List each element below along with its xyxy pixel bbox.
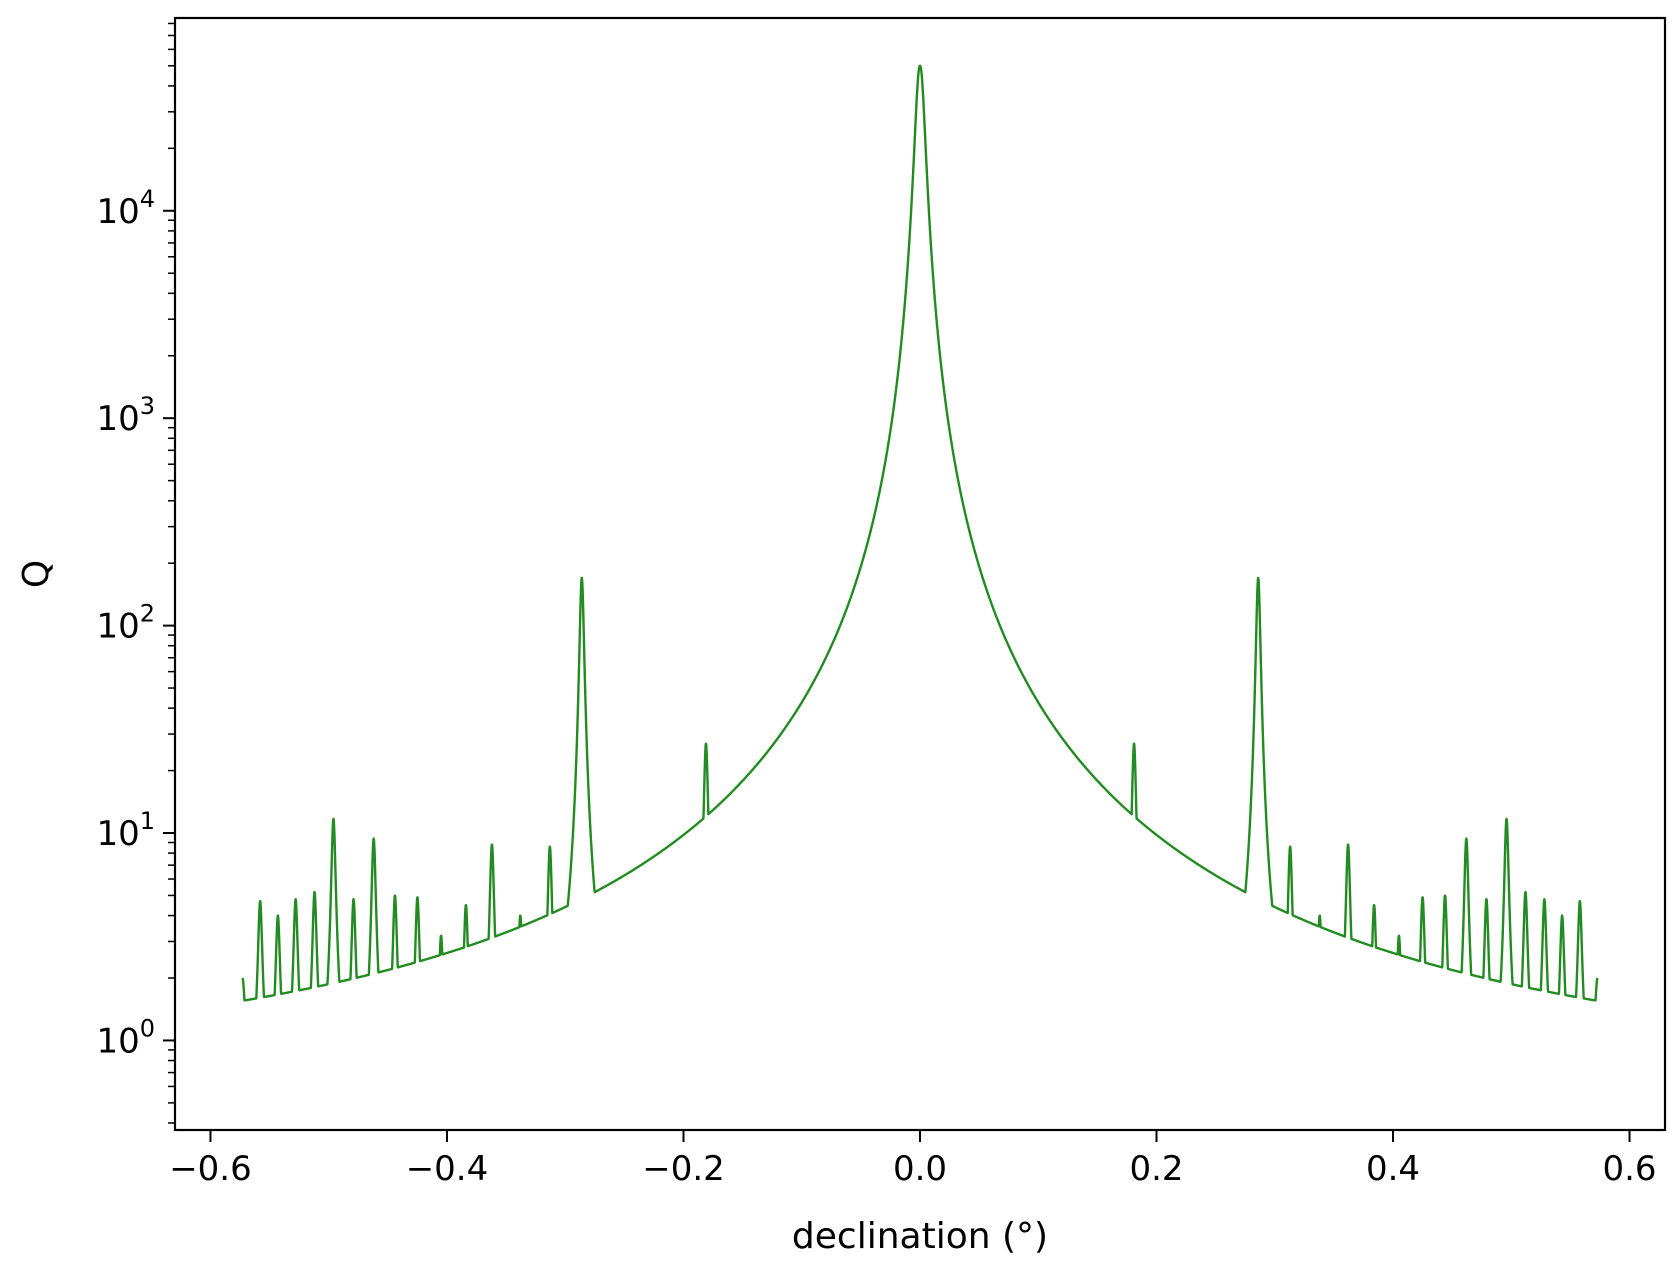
y-axis: 100 101 102 103 104 (96, 22, 175, 1124)
y-tick-label: 100 (96, 1014, 155, 1061)
y-tick-label: 101 (96, 807, 155, 854)
y-tick-label: 102 (96, 600, 155, 647)
x-tick-label: −0.4 (406, 1149, 489, 1189)
x-tick-label: 0.0 (893, 1149, 947, 1189)
x-tick-label: −0.2 (642, 1149, 725, 1189)
x-tick-label: 0.2 (1129, 1149, 1183, 1189)
x-tick-label: 0.6 (1602, 1149, 1656, 1189)
x-axis-label: declination (°) (792, 1216, 1048, 1257)
x-axis: −0.6 −0.4 −0.2 0.0 0.2 0.4 0.6 (169, 1130, 1657, 1189)
y-tick-label: 104 (96, 185, 155, 232)
y-tick-label: 103 (96, 392, 155, 439)
x-tick-label: 0.4 (1366, 1149, 1420, 1189)
plot-area (241, 64, 1599, 1002)
y-axis-label: Q (16, 560, 57, 588)
series-line (241, 64, 1599, 1002)
x-tick-label: −0.6 (169, 1149, 252, 1189)
